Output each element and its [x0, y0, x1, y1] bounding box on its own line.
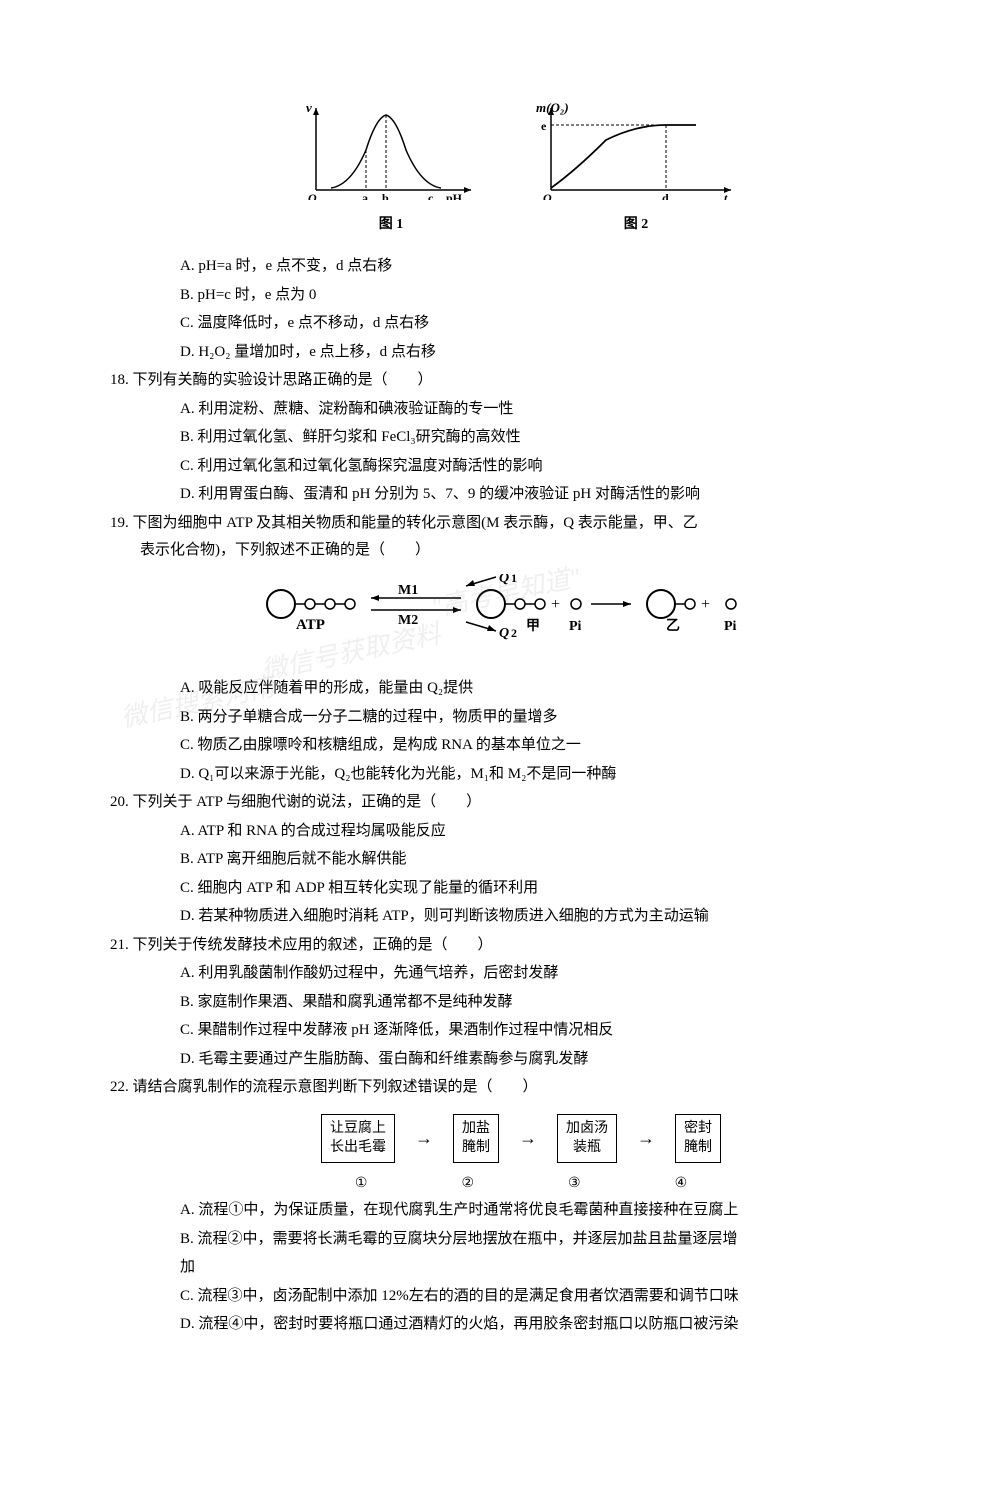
q18-option-d: D. 利用胃蛋白酶、蛋清和 pH 分别为 5、7、9 的缓冲液验证 pH 对酶活…: [110, 480, 932, 509]
svg-text:1: 1: [511, 574, 517, 585]
svg-text:O: O: [308, 191, 317, 200]
flow-box-4-line2: 腌制: [684, 1138, 712, 1158]
svg-text:O: O: [543, 191, 552, 200]
q18-option-a: A. 利用淀粉、蔗糖、淀粉酶和碘液验证酶的专一性: [110, 395, 932, 424]
saturation-curve-svg: m(O₂) e O d t: [536, 100, 736, 200]
flow-box-3-line1: 加卤汤: [566, 1119, 608, 1139]
svg-text:v: v: [306, 100, 312, 115]
flow-box-1-line2: 长出毛霉: [330, 1138, 386, 1158]
q18-stem: 下列有关酶的实验设计思路正确的是（ ）: [133, 372, 433, 388]
q22-option-c: C. 流程③中，卤汤配制中添加 12%左右的酒的目的是满足食用者饮酒需要和调节口…: [110, 1282, 932, 1311]
flow-label-2: ②: [461, 1171, 474, 1196]
diagrams-container: v O a b c pH 图 1 m(O₂) e O d t 图 2: [110, 100, 932, 237]
q20-option-a: A. ATP 和 RNA 的合成过程均属吸能反应: [110, 817, 932, 846]
svg-text:b: b: [382, 191, 389, 200]
q18-number: 18.: [110, 372, 129, 388]
svg-text:乙: 乙: [666, 618, 680, 634]
diagram-2-caption: 图 2: [536, 212, 736, 237]
q21-number: 21.: [110, 937, 129, 953]
flow-box-4-line1: 密封: [684, 1119, 712, 1139]
svg-text:m(O₂): m(O₂): [536, 100, 569, 115]
svg-text:t: t: [724, 191, 728, 200]
q19-stem: 下图为细胞中 ATP 及其相关物质和能量的转化示意图(M 表示酶，Q 表示能量，…: [133, 515, 698, 531]
svg-text:M2: M2: [398, 613, 418, 628]
flow-label-3: ③: [568, 1171, 581, 1196]
flow-box-2-line2: 腌制: [462, 1138, 490, 1158]
flowchart: 让豆腐上 长出毛霉 → 加盐 腌制 → 加卤汤 装瓶 → 密封 腌制: [110, 1114, 932, 1163]
question-20: 20. 下列关于 ATP 与细胞代谢的说法，正确的是（ ）: [110, 788, 932, 817]
atp-svg: ATP M1 M2 Q 1 Q 2 甲 + Pi 乙 + Pi: [251, 574, 791, 654]
q22-option-a: A. 流程①中，为保证质量，在现代腐乳生产时通常将优良毛霉菌种直接接种在豆腐上: [110, 1196, 932, 1225]
diagram-1: v O a b c pH 图 1: [306, 100, 476, 237]
q19-option-a: A. 吸能反应伴随着甲的形成，能量由 Q₂提供: [110, 674, 932, 703]
q20-option-c: C. 细胞内 ATP 和 ADP 相互转化实现了能量的循环利用: [110, 874, 932, 903]
svg-text:甲: 甲: [526, 618, 540, 634]
svg-text:pH: pH: [446, 191, 463, 200]
svg-text:2: 2: [511, 626, 517, 640]
svg-text:Pi: Pi: [569, 619, 582, 634]
flow-label-1: ①: [355, 1171, 368, 1196]
svg-text:Q: Q: [499, 574, 509, 586]
flow-arrow: →: [637, 1122, 655, 1154]
flow-box-3-line2: 装瓶: [566, 1138, 608, 1158]
q17-option-a: A. pH=a 时，e 点不变，d 点右移: [110, 252, 932, 281]
q20-number: 20.: [110, 794, 129, 810]
diagram-1-caption: 图 1: [306, 212, 476, 237]
question-18: 18. 下列有关酶的实验设计思路正确的是（ ）: [110, 366, 932, 395]
question-19: 19. 下图为细胞中 ATP 及其相关物质和能量的转化示意图(M 表示酶，Q 表…: [110, 509, 932, 538]
q21-option-a: A. 利用乳酸菌制作酸奶过程中，先通气培养，后密封发酵: [110, 959, 932, 988]
flow-label-4: ④: [675, 1171, 688, 1196]
q22-option-b: B. 流程②中，需要将长满毛霉的豆腐块分层地摆放在瓶中，并逐层加盐且盐量逐层增: [110, 1225, 932, 1254]
diagram-2: m(O₂) e O d t 图 2: [536, 100, 736, 237]
svg-text:+: +: [551, 596, 560, 613]
svg-text:ATP: ATP: [296, 617, 325, 633]
q21-option-b: B. 家庭制作果酒、果醋和腐乳通常都不是纯种发酵: [110, 988, 932, 1017]
q20-option-d: D. 若某种物质进入细胞时消耗 ATP，则可判断该物质进入细胞的方式为主动运输: [110, 902, 932, 931]
flow-box-4: 密封 腌制: [675, 1114, 721, 1163]
bell-curve-svg: v O a b c pH: [306, 100, 476, 200]
flow-labels: ① ② ③ ④: [110, 1171, 932, 1196]
flow-box-2: 加盐 腌制: [453, 1114, 499, 1163]
svg-text:Pi: Pi: [724, 619, 737, 634]
q17-option-c: C. 温度降低时，e 点不移动，d 点右移: [110, 309, 932, 338]
flow-arrow: →: [519, 1122, 537, 1154]
q22-number: 22.: [110, 1079, 129, 1095]
svg-text:e: e: [541, 119, 547, 133]
svg-text:c: c: [428, 191, 434, 200]
q19-option-b: B. 两分子单糖合成一分子二糖的过程中，物质甲的量增多: [110, 703, 932, 732]
q19-stem-cont: 表示化合物)，下列叙述不正确的是（ ）: [110, 537, 932, 564]
flow-box-2-line1: 加盐: [462, 1119, 490, 1139]
svg-text:Q: Q: [499, 626, 509, 641]
question-22: 22. 请结合腐乳制作的流程示意图判断下列叙述错误的是（ ）: [110, 1073, 932, 1102]
atp-diagram: ATP M1 M2 Q 1 Q 2 甲 + Pi 乙 + Pi: [110, 574, 932, 664]
q21-stem: 下列关于传统发酵技术应用的叙述，正确的是（ ）: [133, 937, 493, 953]
flow-box-1-line1: 让豆腐上: [330, 1119, 386, 1139]
q20-stem: 下列关于 ATP 与细胞代谢的说法，正确的是（ ）: [133, 794, 482, 810]
q21-option-c: C. 果醋制作过程中发酵液 pH 逐渐降低，果酒制作过程中情况相反: [110, 1016, 932, 1045]
svg-text:M1: M1: [398, 583, 418, 598]
q21-option-d: D. 毛霉主要通过产生脂肪酶、蛋白酶和纤维素酶参与腐乳发酵: [110, 1045, 932, 1074]
q22-stem: 请结合腐乳制作的流程示意图判断下列叙述错误的是（ ）: [133, 1079, 538, 1095]
flow-box-3: 加卤汤 装瓶: [557, 1114, 617, 1163]
svg-text:d: d: [662, 191, 669, 200]
q19-option-c: C. 物质乙由腺嘌呤和核糖组成，是构成 RNA 的基本单位之一: [110, 731, 932, 760]
q17-option-d: D. H₂O₂ 量增加时，e 点上移，d 点右移: [110, 338, 932, 367]
svg-text:a: a: [362, 191, 368, 200]
q20-option-b: B. ATP 离开细胞后就不能水解供能: [110, 845, 932, 874]
question-21: 21. 下列关于传统发酵技术应用的叙述，正确的是（ ）: [110, 931, 932, 960]
flow-box-1: 让豆腐上 长出毛霉: [321, 1114, 395, 1163]
q19-number: 19.: [110, 515, 129, 531]
flow-arrow: →: [415, 1122, 433, 1154]
q22-option-b2: 加: [110, 1253, 932, 1282]
q19-option-d: D. Q₁可以来源于光能，Q₂也能转化为光能，M₁和 M₂不是同一种酶: [110, 760, 932, 789]
q18-option-b: B. 利用过氧化氢、鲜肝匀浆和 FeCl₃研究酶的高效性: [110, 423, 932, 452]
q22-option-d: D. 流程④中，密封时要将瓶口通过酒精灯的火焰，再用胶条密封瓶口以防瓶口被污染: [110, 1310, 932, 1339]
svg-text:+: +: [701, 596, 710, 613]
q17-option-b: B. pH=c 时，e 点为 0: [110, 281, 932, 310]
q18-option-c: C. 利用过氧化氢和过氧化氢酶探究温度对酶活性的影响: [110, 452, 932, 481]
